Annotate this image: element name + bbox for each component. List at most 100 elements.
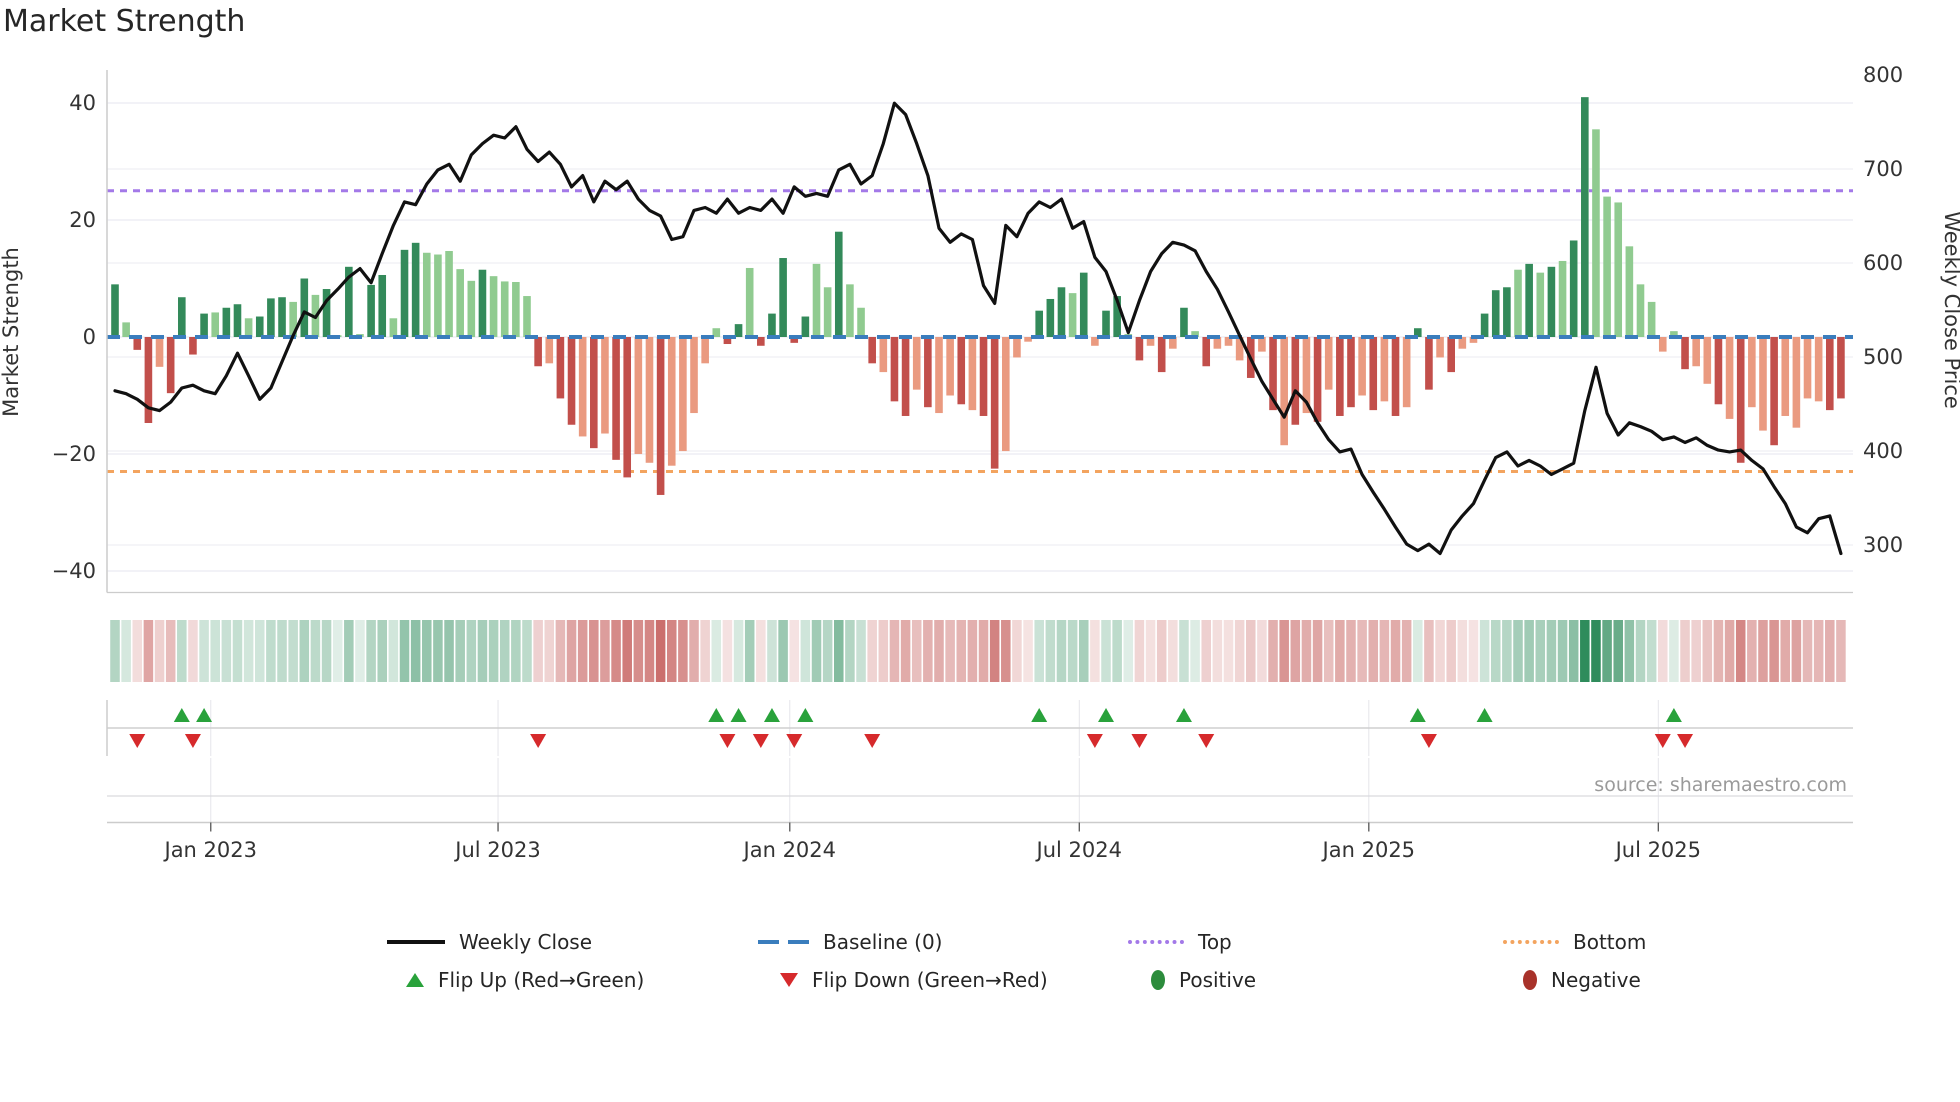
negative-strength-bar	[1258, 337, 1266, 352]
legend-top-label: Top	[1198, 930, 1232, 954]
positive-strength-bar	[1057, 287, 1066, 337]
heatmap-cell	[110, 620, 120, 682]
bottom-dotted-swatch	[1503, 940, 1559, 944]
negative-strength-bar	[590, 337, 598, 449]
heatmap-cell	[1190, 620, 1200, 682]
heatmap-cell	[577, 620, 588, 682]
heatmap-cell	[1012, 620, 1022, 682]
positive-strength-bar	[289, 301, 297, 337]
heatmap-cell	[744, 620, 755, 682]
negative-strength-bar	[1447, 337, 1455, 373]
heatmap-cell	[700, 620, 710, 682]
positive-strength-bar	[768, 313, 776, 337]
negative-strength-bar	[645, 337, 654, 463]
heatmap-cell	[1401, 620, 1412, 682]
positive-strength-bar	[1480, 313, 1489, 337]
flip-up-marker	[797, 708, 814, 722]
positive-strength-bar	[1536, 272, 1545, 337]
negative-strength-bar	[1146, 337, 1155, 346]
heatmap-cell	[1078, 620, 1089, 682]
heatmap-cell	[934, 620, 944, 682]
negative-strength-bar	[144, 337, 153, 423]
negative-strength-bar	[1770, 337, 1778, 446]
left-tick-label: 40	[69, 91, 96, 115]
positive-strength-bar	[1180, 307, 1188, 337]
heatmap-cell	[911, 620, 922, 682]
heatmap-cell	[544, 620, 555, 682]
legend-weekly-close: Weekly Close	[387, 929, 592, 955]
negative-strength-bar	[1202, 337, 1211, 367]
left-axis-label: Market Strength	[0, 247, 23, 417]
heatmap-cell	[834, 620, 844, 682]
heatmap-cell	[1580, 620, 1590, 682]
heatmap-cell	[277, 620, 287, 682]
positive-strength-bar	[489, 276, 498, 337]
flip-down-marker	[530, 734, 547, 748]
legend-top: Top	[1128, 929, 1232, 955]
flip-down-marker	[1198, 734, 1215, 748]
negative-strength-bar	[1814, 337, 1823, 402]
heatmap-cell	[321, 620, 332, 682]
negative-strength-bar	[990, 337, 999, 469]
negative-strength-bar	[1781, 337, 1790, 416]
negative-strength-bar	[1725, 337, 1734, 419]
heatmap-cell	[1279, 620, 1289, 682]
positive-strength-bar	[367, 284, 375, 337]
heatmap-cell	[1368, 620, 1379, 682]
negative-strength-bar	[1013, 337, 1021, 358]
heatmap-cell	[1001, 620, 1011, 682]
positive-strength-bar	[1569, 240, 1578, 337]
heatmap-cell	[1223, 620, 1234, 682]
heatmap-cell	[889, 620, 900, 682]
heatmap-cell	[1134, 620, 1145, 682]
positive-strength-bar	[1191, 331, 1199, 337]
heatmap-cell	[923, 620, 933, 682]
negative-strength-bar	[979, 337, 988, 416]
heatmap-cell	[299, 620, 310, 682]
heatmap-cell	[377, 620, 388, 682]
positive-strength-bar	[1547, 266, 1556, 337]
right-tick-label: 600	[1863, 251, 1903, 275]
negative-strength-bar	[1269, 337, 1277, 411]
heatmap-cell	[1769, 620, 1779, 682]
negative-strength-bar	[1391, 337, 1400, 416]
positive-strength-bar	[1514, 269, 1522, 337]
positive-strength-bar	[812, 263, 821, 337]
heatmap-cell	[243, 620, 254, 682]
negative-strength-bar	[1837, 337, 1845, 399]
heatmap-cell	[900, 620, 911, 682]
heatmap-cell	[867, 620, 877, 682]
flip-up-marker	[173, 708, 190, 722]
heatmap-cell	[1101, 620, 1111, 682]
flip-down-marker	[1677, 734, 1694, 748]
heatmap-cell	[355, 620, 365, 682]
negative-strength-bar	[1748, 337, 1756, 408]
heatmap-cell	[266, 620, 276, 682]
right-tick-label: 500	[1863, 345, 1903, 369]
flip-up-marker	[196, 708, 213, 722]
heatmap-cell	[221, 620, 232, 682]
negative-strength-bar	[679, 337, 687, 452]
heatmap-cell	[143, 620, 154, 682]
positive-strength-bar	[1592, 129, 1600, 337]
legend-flip-down-label: Flip Down (Green→Red)	[812, 968, 1048, 992]
heatmap-cell	[1780, 620, 1791, 682]
heatmap-cell	[1357, 620, 1367, 682]
heatmap-cell	[1568, 620, 1579, 682]
negative-strength-bar	[1402, 337, 1411, 408]
x-tick-label: Jan 2023	[163, 838, 258, 862]
positive-strength-bar	[1102, 310, 1110, 337]
legend-flip-up: Flip Up (Red→Green)	[406, 967, 644, 993]
heatmap-cell	[1758, 620, 1768, 682]
heatmap-cell	[756, 620, 766, 682]
flip-down-marker	[184, 734, 201, 748]
legend-bottom-label: Bottom	[1573, 930, 1647, 954]
legend-negative-label: Negative	[1551, 968, 1641, 992]
left-tick-label: −20	[52, 442, 96, 466]
flip-down-marker	[1654, 734, 1671, 748]
flip-down-marker	[786, 734, 803, 748]
negative-strength-bar	[623, 337, 632, 478]
positive-strength-bar	[1525, 263, 1533, 337]
